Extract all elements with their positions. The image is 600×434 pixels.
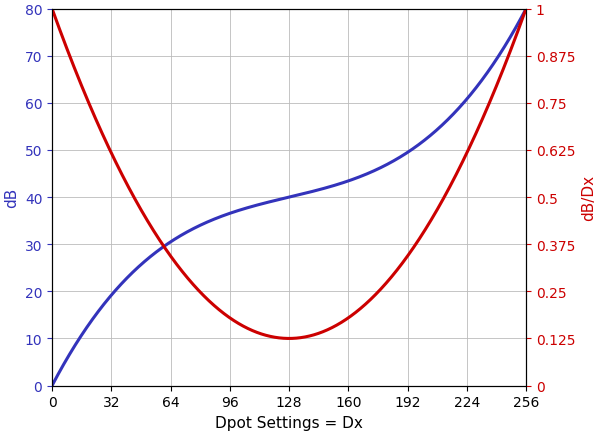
Y-axis label: dB/Dx: dB/Dx bbox=[581, 174, 596, 220]
Y-axis label: dB: dB bbox=[4, 187, 19, 208]
X-axis label: Dpot Settings = Dx: Dpot Settings = Dx bbox=[215, 415, 363, 430]
